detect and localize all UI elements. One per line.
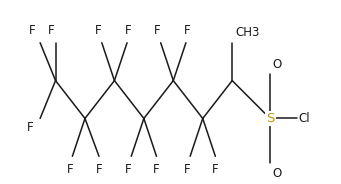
Text: F: F (95, 24, 102, 37)
Text: F: F (47, 24, 54, 37)
Text: O: O (273, 58, 282, 71)
Text: F: F (153, 163, 160, 176)
Text: F: F (184, 24, 191, 37)
Text: F: F (125, 24, 132, 37)
Text: F: F (27, 121, 33, 134)
Text: F: F (184, 163, 191, 176)
Text: F: F (96, 163, 102, 176)
Text: F: F (154, 24, 161, 37)
Text: F: F (28, 24, 35, 37)
Text: CH3: CH3 (235, 26, 260, 38)
Text: F: F (212, 163, 219, 176)
Text: O: O (273, 167, 282, 180)
Text: F: F (125, 163, 132, 176)
Text: S: S (266, 112, 274, 125)
Text: F: F (67, 163, 74, 176)
Text: Cl: Cl (299, 112, 310, 125)
